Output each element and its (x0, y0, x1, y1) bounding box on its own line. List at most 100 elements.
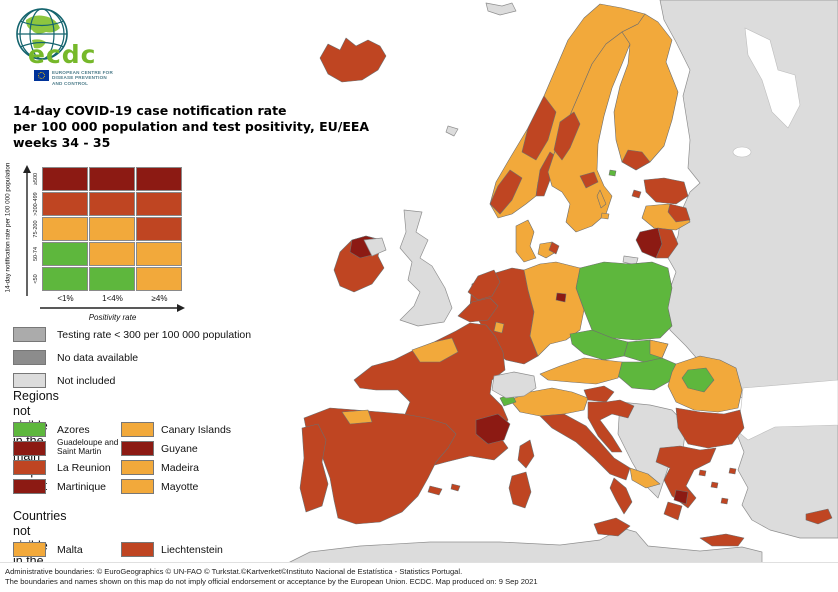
map-italy-region (509, 387, 589, 417)
map-aegean-island (720, 497, 729, 505)
map-portugal (299, 423, 329, 513)
map-lithuania-region (655, 227, 679, 259)
map-western-balkans (617, 401, 687, 499)
label-testing-rate: Testing rate < 300 per 100 000 populatio… (57, 329, 252, 341)
label-canary-islands: Canary Islands (161, 424, 232, 436)
map-luxembourg (493, 321, 505, 334)
map-estonia-islands (631, 189, 642, 199)
eu-flag-icon (34, 70, 49, 81)
label-madeira: Madeira (161, 462, 199, 474)
matrix-cell-r4c0 (42, 267, 88, 291)
matrix-cell-r2c1 (89, 217, 135, 241)
map-iceland (319, 37, 387, 83)
ecdc-logo: ecdc EUROPEAN CENTRE FOR DISEASE PREVENT… (12, 6, 132, 86)
swatch-azores (13, 422, 46, 437)
map-aland (608, 169, 617, 177)
map-spain (303, 407, 457, 525)
map-france-region (475, 413, 511, 445)
label-guyane: Guyane (161, 443, 198, 455)
map-northern-ireland (363, 237, 387, 257)
map-italy-region (539, 413, 631, 481)
footer-line-2: The boundaries and names shown on this m… (5, 577, 538, 586)
map-greece-region (663, 501, 683, 521)
matrix-cell-r0c2 (136, 167, 182, 191)
lake-ladoga (732, 146, 752, 158)
swatch-guadeloupe (13, 441, 46, 456)
swatch-martinique (13, 479, 46, 494)
ecdc-wordmark: ecdc (28, 40, 97, 69)
white-sea (744, 27, 801, 129)
map-title: 14-day COVID-19 case notification rate p… (13, 103, 369, 151)
map-cyprus (805, 508, 833, 525)
swatch-no-data (13, 350, 46, 365)
map-estonia (643, 177, 689, 205)
footer: Administrative boundaries: © EuroGeograp… (0, 562, 838, 592)
map-sweden-region (579, 171, 599, 189)
swatch-liechtenstein (121, 542, 154, 557)
map-croatia (587, 399, 635, 453)
map-gotland (596, 189, 607, 209)
map-balearic-islands (450, 483, 461, 492)
map-belgium (457, 297, 499, 323)
matrix-cell-r4c1 (89, 267, 135, 291)
label-no-data: No data available (57, 352, 139, 364)
map-aegean-island (728, 467, 737, 475)
map-denmark-region (548, 241, 560, 255)
map-crete (699, 533, 745, 547)
map-netherlands (467, 269, 501, 301)
map-finland-region (621, 149, 651, 171)
swatch-testing-rate (13, 327, 46, 342)
map-romania-region (681, 367, 715, 393)
map-poland (575, 261, 673, 341)
label-guadeloupe: Guadeloupe and Saint Martin (57, 437, 119, 456)
label-liechtenstein: Liechtenstein (161, 544, 223, 556)
map-sweden-region (553, 111, 581, 161)
matrix-cell-r3c0 (42, 242, 88, 266)
matrix-cell-r0c1 (89, 167, 135, 191)
map-hungary (617, 357, 677, 391)
matrix-cell-r1c2 (136, 192, 182, 216)
matrix-cell-r2c0 (42, 217, 88, 241)
label-martinique: Martinique (57, 481, 107, 493)
map-france-region (411, 337, 459, 363)
matrix-axes (23, 165, 185, 312)
matrix-col-label-2: ≥4% (151, 294, 168, 303)
map-sardinia (508, 471, 532, 509)
footer-line-1: Administrative boundaries: © EuroGeograp… (5, 567, 463, 576)
title-line-3: weeks 34 - 35 (13, 135, 111, 150)
swatch-mayotte (121, 479, 154, 494)
map-denmark (515, 219, 537, 263)
map-greece (655, 445, 717, 509)
map-united-kingdom (399, 209, 453, 327)
swatch-not-included (13, 373, 46, 388)
matrix-cell-r3c1 (89, 242, 135, 266)
map-norway-region (489, 169, 523, 215)
matrix-cell-r2c2 (136, 217, 182, 241)
map-aegean-island (698, 469, 707, 477)
map-switzerland (491, 371, 537, 399)
ecdc-globe-icon (16, 8, 68, 60)
matrix-legend: 14-day notification rate per 100 000 pop… (0, 160, 210, 325)
map-corsica (517, 439, 535, 469)
ecdc-logo-subtitle: EUROPEAN CENTRE FOR DISEASE PREVENTION A… (52, 70, 113, 86)
label-la-reunion: La Reunion (57, 462, 111, 474)
map-germany-region (523, 261, 585, 357)
map-aegean-island (710, 481, 719, 489)
matrix-cell-r3c2 (136, 242, 182, 266)
map-austria (539, 357, 623, 385)
swatch-la-reunion (13, 460, 46, 475)
map-bornholm (600, 212, 610, 220)
matrix-col-label-1: 1<4% (102, 294, 123, 303)
map-slovenia (583, 385, 615, 403)
matrix-grid (42, 167, 183, 291)
map-bulgaria (675, 407, 745, 449)
matrix-cell-r1c0 (42, 192, 88, 216)
map-svalbard (485, 2, 517, 16)
matrix-col-label-0: <1% (57, 294, 74, 303)
title-line-1: 14-day COVID-19 case notification rate (13, 103, 287, 118)
map-norway-region (521, 95, 557, 161)
label-mayotte: Mayotte (161, 481, 199, 493)
swatch-canary-islands (121, 422, 154, 437)
label-not-included: Not included (57, 375, 116, 387)
map-calabria (609, 477, 633, 515)
